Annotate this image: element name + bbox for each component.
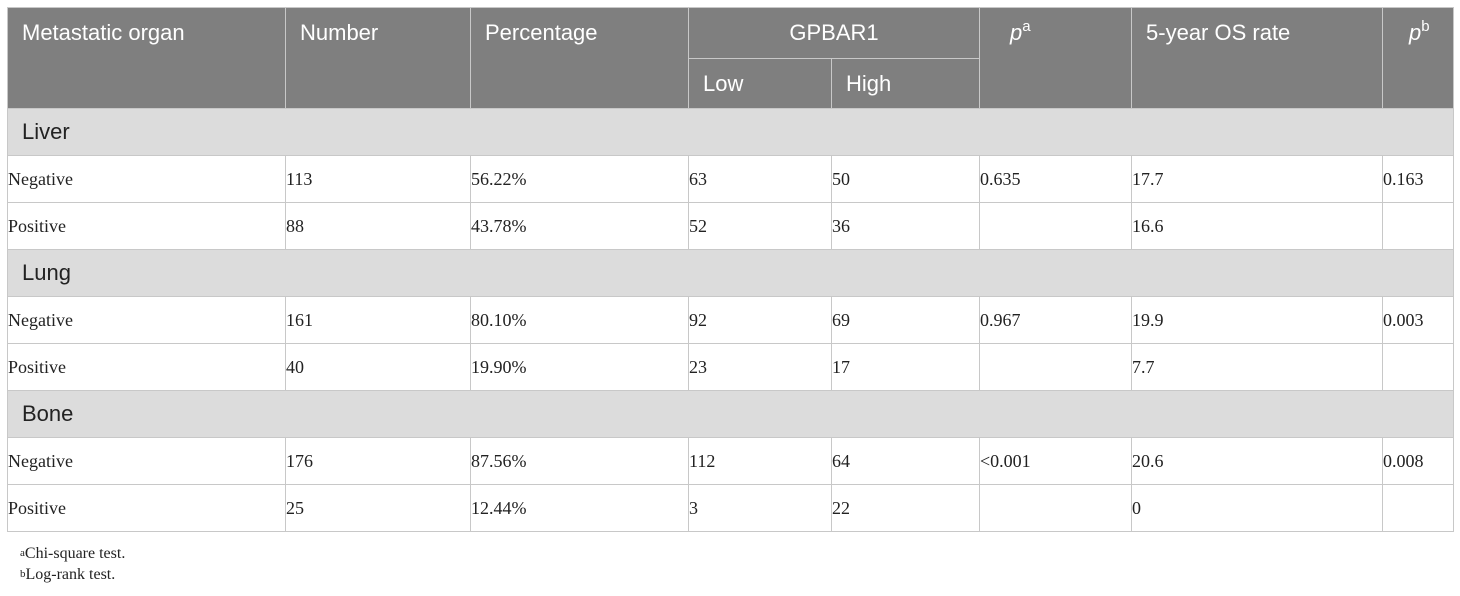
cell-number: 161 [285, 296, 471, 344]
header-5-year-os-rate: 5-year OS rate [1131, 7, 1384, 109]
cell-os-rate: 0 [1131, 484, 1384, 532]
cell-low: 63 [688, 155, 832, 203]
cell-p-b [1382, 202, 1455, 250]
cell-p-b: 0.008 [1382, 437, 1455, 485]
cell-p-b: 0.163 [1382, 155, 1455, 203]
cell-os-rate: 20.6 [1131, 437, 1384, 485]
cell-p-a [979, 202, 1133, 250]
cell-os-rate: 17.7 [1131, 155, 1384, 203]
cell-percentage: 19.90% [470, 343, 689, 391]
cell-p-a: <0.001 [979, 437, 1133, 485]
cell-high: 64 [830, 437, 981, 485]
cell-os-rate: 16.6 [1131, 202, 1384, 250]
row-label: Negative [7, 296, 286, 344]
header-metastatic-organ: Metastatic organ [7, 7, 286, 109]
cell-p-b [1382, 484, 1455, 532]
cell-high: 36 [830, 202, 981, 250]
cell-percentage: 87.56% [470, 437, 689, 485]
group-label: Liver [6, 108, 1455, 156]
group-row-lung: Lung [6, 249, 1455, 297]
cell-p-a: 0.967 [979, 296, 1133, 344]
footnote-a: aChi-square test. [20, 545, 126, 562]
header-p-a: pa [979, 7, 1133, 109]
header-percentage: Percentage [470, 7, 689, 109]
cell-percentage: 43.78% [470, 202, 689, 250]
cell-p-a [979, 484, 1133, 532]
cell-high: 17 [830, 343, 981, 391]
table-row: Positive 25 12.44% 3 22 0 [7, 484, 1455, 532]
row-label: Positive [7, 202, 286, 250]
row-label: Positive [7, 484, 286, 532]
table-row: Positive 88 43.78% 52 36 16.6 [7, 202, 1455, 250]
group-label: Bone [6, 390, 1455, 438]
row-label: Negative [7, 437, 286, 485]
cell-high: 50 [830, 155, 981, 203]
cell-percentage: 56.22% [470, 155, 689, 203]
cell-number: 113 [285, 155, 471, 203]
group-row-liver: Liver [6, 108, 1455, 156]
cell-high: 69 [830, 296, 981, 344]
cell-low: 92 [688, 296, 832, 344]
row-label: Positive [7, 343, 286, 391]
footnote-b: bLog-rank test. [20, 566, 116, 583]
header-gpbar1: GPBAR1 [687, 7, 981, 59]
cell-low: 23 [688, 343, 832, 391]
header-high: High [830, 58, 981, 109]
cell-number: 88 [285, 202, 471, 250]
cell-low: 112 [688, 437, 832, 485]
cell-number: 40 [285, 343, 471, 391]
table-row: Positive 40 19.90% 23 17 7.7 [7, 343, 1455, 391]
header-p-b: pb [1382, 7, 1455, 109]
header-number: Number [285, 7, 471, 109]
cell-os-rate: 7.7 [1131, 343, 1384, 391]
cell-percentage: 80.10% [470, 296, 689, 344]
table-row: Negative 113 56.22% 63 50 0.635 17.7 0.1… [7, 155, 1455, 203]
cell-high: 22 [830, 484, 981, 532]
metastasis-table: Metastatic organ Number Percentage GPBAR… [6, 7, 1455, 532]
cell-number: 176 [285, 437, 471, 485]
cell-p-a: 0.635 [979, 155, 1133, 203]
cell-percentage: 12.44% [470, 484, 689, 532]
table-row: Negative 176 87.56% 112 64 <0.001 20.6 0… [7, 437, 1455, 485]
header-low: Low [688, 58, 832, 109]
group-row-bone: Bone [6, 390, 1455, 438]
cell-number: 25 [285, 484, 471, 532]
group-label: Lung [6, 249, 1455, 297]
row-label: Negative [7, 155, 286, 203]
cell-low: 3 [688, 484, 832, 532]
cell-p-b [1382, 343, 1455, 391]
cell-low: 52 [688, 202, 832, 250]
cell-os-rate: 19.9 [1131, 296, 1384, 344]
table-row: Negative 161 80.10% 92 69 0.967 19.9 0.0… [7, 296, 1455, 344]
footnotes: aChi-square test. bLog-rank test. [20, 543, 125, 585]
cell-p-b: 0.003 [1382, 296, 1455, 344]
cell-p-a [979, 343, 1133, 391]
